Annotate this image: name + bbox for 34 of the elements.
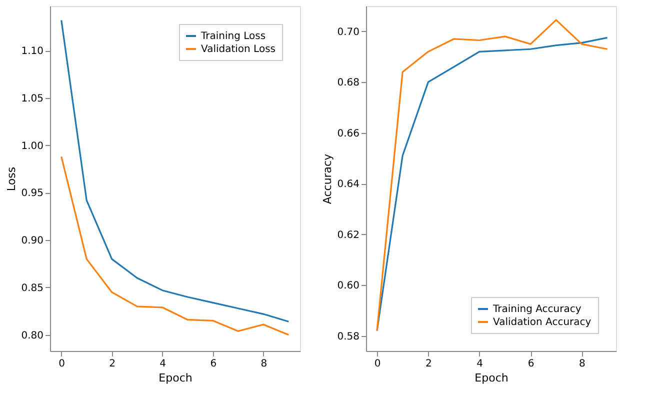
y-tick-label: 1.05	[21, 93, 44, 104]
x-axis-title: Epoch	[158, 372, 192, 384]
y-tick-label: 0.68	[337, 78, 360, 89]
y-tick-label: 1.00	[21, 140, 44, 152]
y-axis-title: Accuracy	[321, 153, 334, 204]
x-tick-label: 2	[425, 358, 432, 370]
x-tick-label: 8	[260, 358, 268, 370]
y-tick-label: 1.10	[21, 46, 44, 58]
y-tick-label: 0.64	[337, 179, 360, 190]
legend-label: Training Loss	[200, 31, 266, 42]
y-tick-label: 0.80	[21, 330, 44, 342]
x-tick-label: 4	[160, 358, 166, 370]
x-axis-title: Epoch	[474, 372, 508, 384]
legend-label: Validation Loss	[201, 44, 276, 55]
legend-label: Validation Accuracy	[493, 317, 592, 328]
y-tick-label: 0.85	[21, 282, 44, 294]
legend-label: Training Accuracy	[492, 304, 582, 315]
y-tick-label: 0.95	[21, 188, 44, 200]
y-tick-label: 0.58	[337, 331, 360, 342]
x-tick-label: 0	[374, 358, 381, 370]
line-series	[60, 156, 290, 336]
y-tick-label: 0.60	[337, 280, 360, 292]
x-tick-label: 2	[109, 358, 116, 370]
line-series	[60, 19, 290, 322]
x-tick-label: 0	[58, 358, 66, 370]
x-tick-label: 4	[476, 358, 484, 370]
y-axis-title: Loss	[5, 166, 18, 192]
y-tick-label: 0.90	[21, 236, 44, 247]
x-tick-label: 6	[210, 358, 217, 370]
y-tick-label: 0.62	[337, 230, 360, 241]
y-tick-label: 0.66	[337, 128, 360, 140]
x-tick-label: 6	[528, 358, 534, 370]
x-tick-label: 8	[579, 358, 586, 370]
y-tick-label: 0.70	[337, 26, 360, 38]
